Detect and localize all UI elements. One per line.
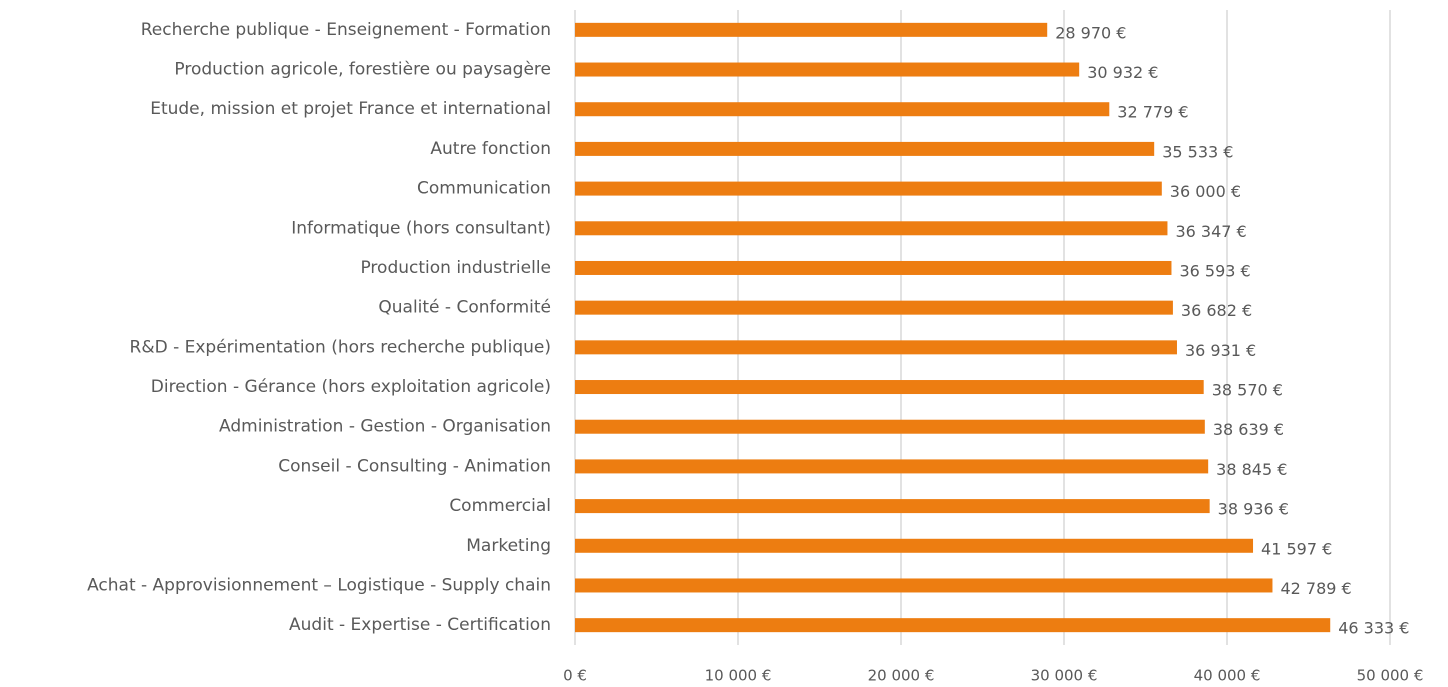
x-tick-label: 30 000 € xyxy=(1031,667,1098,685)
y-tick-label: Direction - Gérance (hors exploitation a… xyxy=(151,377,551,397)
data-label: 38 570 € xyxy=(1212,381,1283,400)
data-label: 36 593 € xyxy=(1179,261,1250,280)
data-label: 42 789 € xyxy=(1280,579,1351,598)
y-tick-label: Autre fonction xyxy=(430,139,551,159)
bar xyxy=(575,221,1168,236)
bar xyxy=(575,578,1273,593)
x-tick-label: 50 000 € xyxy=(1357,667,1424,685)
bar xyxy=(575,141,1155,156)
y-tick-label: Commercial xyxy=(449,496,551,516)
bar xyxy=(575,340,1177,355)
x-tick-label: 0 € xyxy=(563,667,587,685)
y-tick-label: Achat - Approvisionnement – Logistique -… xyxy=(87,575,551,595)
bar xyxy=(575,22,1048,37)
data-label: 36 000 € xyxy=(1170,182,1241,201)
y-tick-label: Etude, mission et projet France et inter… xyxy=(150,99,551,119)
bar xyxy=(575,380,1204,395)
bar xyxy=(575,499,1210,514)
data-label: 35 533 € xyxy=(1162,142,1233,161)
x-tick-label: 20 000 € xyxy=(868,667,935,685)
y-tick-label: Informatique (hors consultant) xyxy=(291,218,551,238)
bar xyxy=(575,102,1110,117)
bar xyxy=(575,260,1172,275)
bar xyxy=(575,618,1331,633)
data-label: 36 682 € xyxy=(1181,301,1252,320)
data-label: 38 639 € xyxy=(1213,420,1284,439)
bar xyxy=(575,300,1173,315)
y-tick-label: Audit - Expertise - Certification xyxy=(289,615,551,635)
bar xyxy=(575,419,1205,434)
y-tick-label: Marketing xyxy=(466,536,551,556)
y-tick-label: Recherche publique - Enseignement - Form… xyxy=(141,20,551,40)
data-label: 36 347 € xyxy=(1175,222,1246,241)
data-label: 46 333 € xyxy=(1338,619,1409,638)
data-label: 36 931 € xyxy=(1185,341,1256,360)
data-label: 41 597 € xyxy=(1261,539,1332,558)
bar xyxy=(575,538,1254,553)
y-tick-label: Conseil - Consulting - Animation xyxy=(278,456,551,476)
y-tick-label: Production agricole, forestière ou paysa… xyxy=(174,60,551,80)
data-label: 28 970 € xyxy=(1055,23,1126,42)
data-label: 32 779 € xyxy=(1117,103,1188,122)
data-label: 30 932 € xyxy=(1087,63,1158,82)
y-tick-label: Administration - Gestion - Organisation xyxy=(219,417,551,437)
bar xyxy=(575,62,1080,77)
bar xyxy=(575,459,1209,474)
y-tick-label: R&D - Expérimentation (hors recherche pu… xyxy=(130,337,551,357)
y-tick-label: Communication xyxy=(417,179,551,199)
data-label: 38 845 € xyxy=(1216,460,1287,479)
x-tick-label: 10 000 € xyxy=(705,667,772,685)
data-label: 38 936 € xyxy=(1218,500,1289,519)
y-tick-label: Qualité - Conformité xyxy=(378,298,551,318)
bar xyxy=(575,181,1162,196)
y-tick-label: Production industrielle xyxy=(360,258,551,278)
x-tick-label: 40 000 € xyxy=(1194,667,1261,685)
